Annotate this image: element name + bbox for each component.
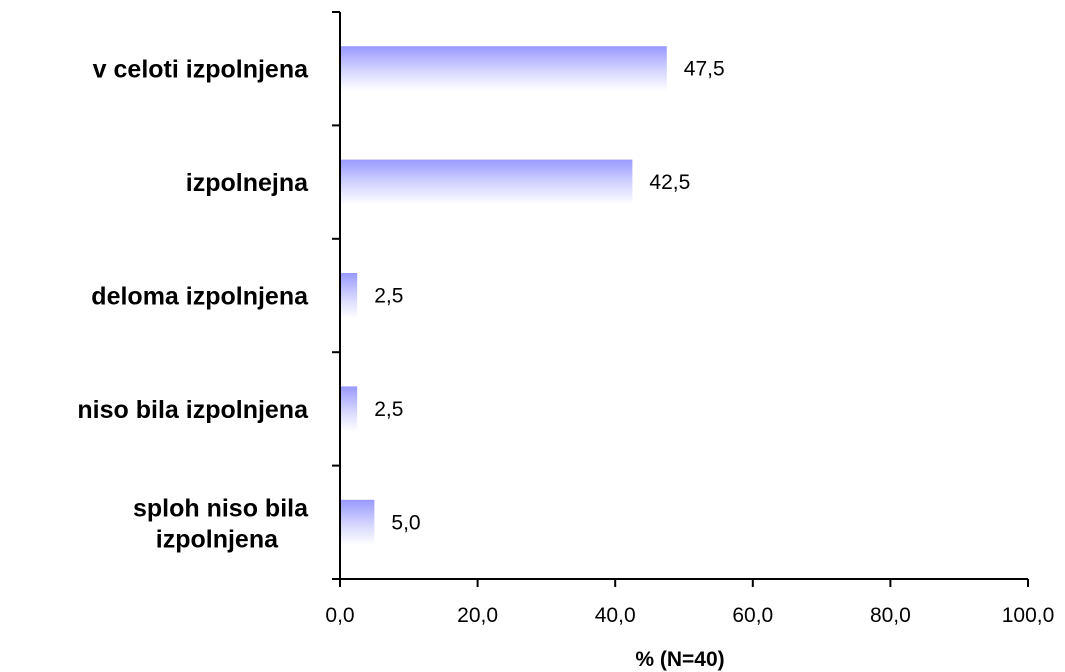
category-label: sploh niso bila izpolnjena: [133, 494, 309, 553]
category-label: niso bila izpolnjena: [77, 396, 309, 424]
category-label: v celoti izpolnjena: [93, 56, 309, 84]
value-labels-group: 47,5 42,5 2,5 2,5 5,0: [374, 58, 724, 535]
bar: [341, 273, 358, 318]
x-tick-label: 60,0: [732, 604, 773, 627]
x-tick-label: 80,0: [870, 604, 911, 627]
axes-group: 0,0 20,0 40,0 60,0 80,0 100,0: [325, 11, 1055, 627]
x-axis-title: % (N=40): [635, 648, 724, 671]
data-label: 2,5: [374, 285, 403, 308]
category-labels-group: v celoti izpolnjena izpolnejna deloma izpo…: [77, 56, 309, 554]
bar: [341, 46, 667, 92]
bar: [341, 499, 375, 545]
bar: [341, 386, 358, 432]
data-label: 47,5: [684, 58, 725, 81]
bar: [341, 159, 633, 205]
category-label: deloma izpolnjena: [91, 283, 309, 311]
category-label: izpolnejna: [186, 169, 309, 197]
x-tick-label: 0,0: [325, 604, 354, 627]
x-tick-label: 100,0: [1002, 604, 1055, 627]
data-label: 42,5: [649, 171, 690, 194]
data-label: 2,5: [374, 398, 403, 421]
x-tick-label: 40,0: [595, 604, 636, 627]
x-tick-label: 20,0: [457, 604, 498, 627]
bars-group: [341, 46, 667, 545]
data-label: 5,0: [391, 511, 420, 534]
